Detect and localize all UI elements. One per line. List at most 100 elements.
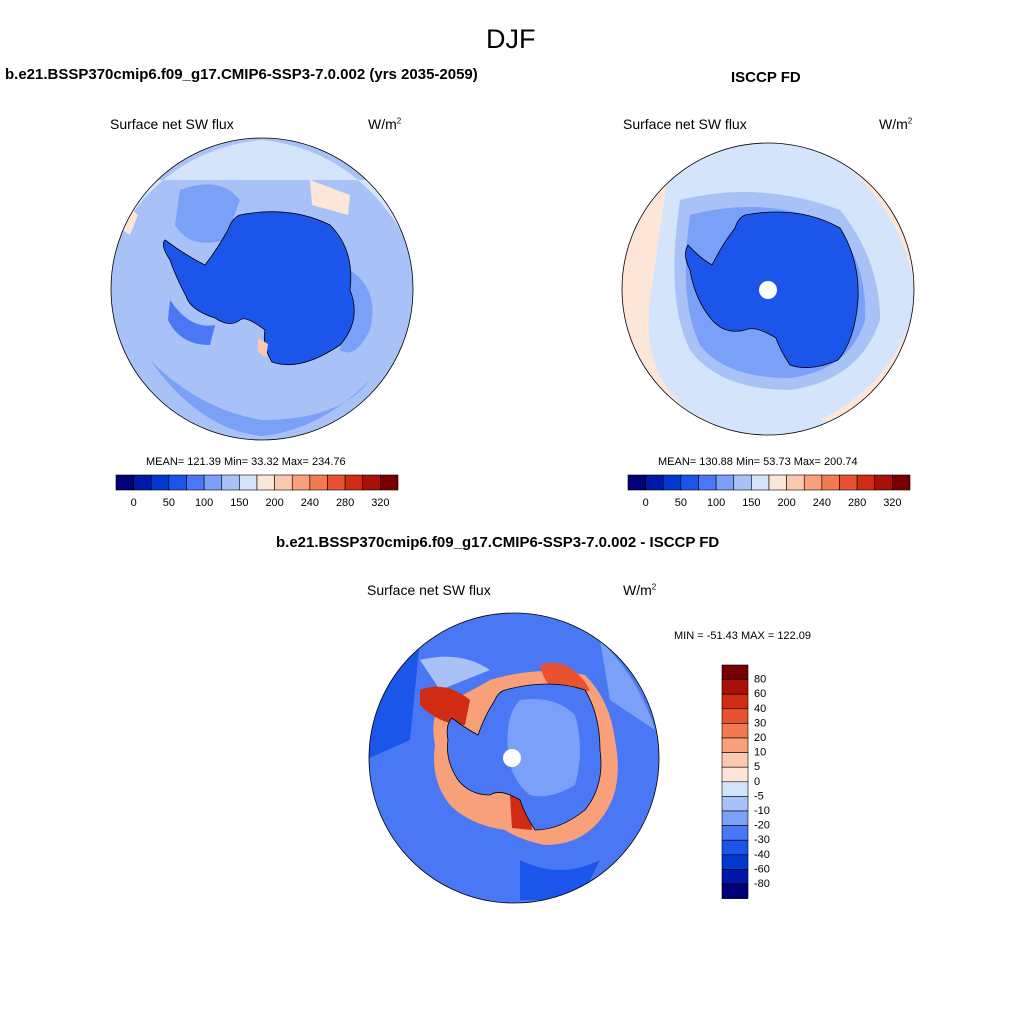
colorbar-swatch-2-9 xyxy=(786,474,805,491)
diff-colorbar-swatch-9 xyxy=(721,796,749,812)
antarctica-diff xyxy=(446,683,602,831)
diff-map-patch xyxy=(369,640,420,760)
diff-colorbar-swatch-13 xyxy=(721,854,749,870)
colorbar-swatch-1-1 xyxy=(133,474,152,491)
diff-stats: MIN = -51.43 MAX = 122.09 xyxy=(674,630,811,642)
colorbar-swatch-2-10 xyxy=(803,474,823,491)
colorbar-tick-label: 320 xyxy=(371,497,389,509)
colorbar-tick-label: 150 xyxy=(230,497,248,509)
model-units-label: W/m2 xyxy=(368,116,401,132)
diff-colorbar-swatch-6 xyxy=(721,752,749,768)
diff-map-red-ring xyxy=(433,671,618,845)
colorbar-swatch-2-15 xyxy=(892,474,911,491)
diff-colorbar-swatch-4 xyxy=(721,723,749,739)
diff-colorbar: 80 60 40 30 20 10 5 0 -5 -10 -20 -30 -40 -60 -80 xyxy=(721,664,770,899)
colorbar-swatch-1-8 xyxy=(256,474,275,491)
colorbar-tick-label: 50 xyxy=(163,497,175,509)
diff-colorbar-tick-label: 5 xyxy=(754,761,760,773)
obs-stats: MEAN= 130.88 Min= 53.73 Max= 200.74 xyxy=(658,456,858,468)
colorbar-swatch-1-10 xyxy=(291,474,311,491)
obs-map-ocean xyxy=(622,143,914,435)
model-panel-header: b.e21.BSSP370cmip6.f09_g17.CMIP6-SSP3-7.… xyxy=(5,66,478,83)
obs-colorbar: 0 50 100 150 200 240 280 320 xyxy=(627,474,911,509)
obs-map-patch xyxy=(685,207,866,378)
colorbar-tick-label: 0 xyxy=(131,497,137,509)
model-units-text: W/m xyxy=(368,116,397,132)
diff-colorbar-swatch-2 xyxy=(721,693,749,710)
colorbar-tick-label: 240 xyxy=(813,497,831,509)
colorbar-swatch-1-0 xyxy=(115,474,134,491)
diff-colorbar-swatch-15 xyxy=(721,883,749,899)
obs-units-text: W/m xyxy=(879,116,908,132)
diff-map-border xyxy=(368,612,660,904)
colorbar-swatch-2-3 xyxy=(680,474,699,491)
model-units-sup: 2 xyxy=(396,116,402,126)
diff-map-ocean xyxy=(369,613,659,903)
colorbar-swatch-2-0 xyxy=(627,474,646,491)
obs-map-patch xyxy=(674,192,880,390)
diff-colorbar-tick-label: 80 xyxy=(754,674,766,686)
diff-colorbar-tick-label: -80 xyxy=(754,878,770,890)
colorbar-tick-label: 150 xyxy=(742,497,760,509)
colorbar-swatch-2-8 xyxy=(768,474,787,491)
diff-colorbar-tick-label: 30 xyxy=(754,717,766,729)
diff-units-sup: 2 xyxy=(651,582,657,592)
colorbar-swatch-2-4 xyxy=(698,474,717,491)
diff-colorbar-tick-label: -30 xyxy=(754,834,770,846)
colorbar-swatch-2-14 xyxy=(874,474,893,491)
colorbar-swatch-1-13 xyxy=(344,474,364,491)
diff-pole-hole xyxy=(503,749,521,767)
model-variable-label: Surface net SW flux xyxy=(110,116,234,132)
diff-colorbar-tick-label: 20 xyxy=(754,732,766,744)
diff-colorbar-tick-label: 40 xyxy=(754,703,766,715)
colorbar-swatch-2-6 xyxy=(733,474,752,491)
model-map-patch xyxy=(310,180,350,215)
figure-title: DJF xyxy=(486,24,536,54)
diff-map-patch xyxy=(520,860,600,900)
antarctica-model xyxy=(162,211,355,366)
diff-colorbar-tick-label: 60 xyxy=(754,688,766,700)
diff-colorbar-swatch-8 xyxy=(721,781,749,797)
diff-colorbar-swatch-3 xyxy=(721,708,749,724)
diff-units-text: W/m xyxy=(623,582,652,598)
colorbar-swatch-1-9 xyxy=(274,474,293,491)
colorbar-swatch-1-14 xyxy=(362,474,381,491)
colorbar-swatch-2-13 xyxy=(856,474,876,491)
diff-colorbar-swatch-12 xyxy=(721,839,749,856)
colorbar-tick-label: 0 xyxy=(643,497,649,509)
obs-units-sup: 2 xyxy=(907,116,913,126)
model-map-patch xyxy=(175,184,240,243)
diff-colorbar-swatch-14 xyxy=(721,869,749,885)
colorbar-tick-label: 100 xyxy=(195,497,213,509)
colorbar-swatch-2-5 xyxy=(715,474,735,491)
colorbar-swatch-1-4 xyxy=(186,474,205,491)
model-map-patch xyxy=(340,270,373,353)
diff-colorbar-swatch-0 xyxy=(721,664,749,680)
colorbar-swatch-1-11 xyxy=(309,474,328,491)
model-map-border xyxy=(110,137,414,441)
diff-map-red-blob xyxy=(510,795,532,830)
model-map-outer-ring xyxy=(111,140,412,250)
colorbar-tick-label: 200 xyxy=(777,497,795,509)
obs-map-patch xyxy=(622,160,700,420)
diff-map-patch xyxy=(600,640,655,730)
diff-colorbar-swatch-7 xyxy=(721,766,749,783)
diff-map-red-blob xyxy=(420,686,470,725)
colorbar-swatch-2-2 xyxy=(662,474,682,491)
diff-map-red-blob xyxy=(540,662,590,700)
colorbar-swatch-1-3 xyxy=(168,474,187,491)
diff-colorbar-tick-label: 0 xyxy=(754,776,760,788)
colorbar-swatch-1-2 xyxy=(150,474,170,491)
colorbar-tick-label: 100 xyxy=(707,497,725,509)
diff-panel-header: b.e21.BSSP370cmip6.f09_g17.CMIP6-SSP3-7.… xyxy=(276,534,720,551)
diff-colorbar-swatch-1 xyxy=(721,679,749,695)
colorbar-swatch-2-1 xyxy=(645,474,664,491)
colorbar-swatch-2-7 xyxy=(751,474,770,491)
diff-colorbar-tick-label: -5 xyxy=(754,790,764,802)
diff-colorbar-tick-label: -40 xyxy=(754,849,770,861)
colorbar-tick-label: 280 xyxy=(336,497,354,509)
diff-map-patch xyxy=(420,656,490,690)
obs-units-label: W/m2 xyxy=(879,116,912,132)
diff-colorbar-tick-label: -10 xyxy=(754,805,770,817)
diff-units-label: W/m2 xyxy=(623,582,656,598)
